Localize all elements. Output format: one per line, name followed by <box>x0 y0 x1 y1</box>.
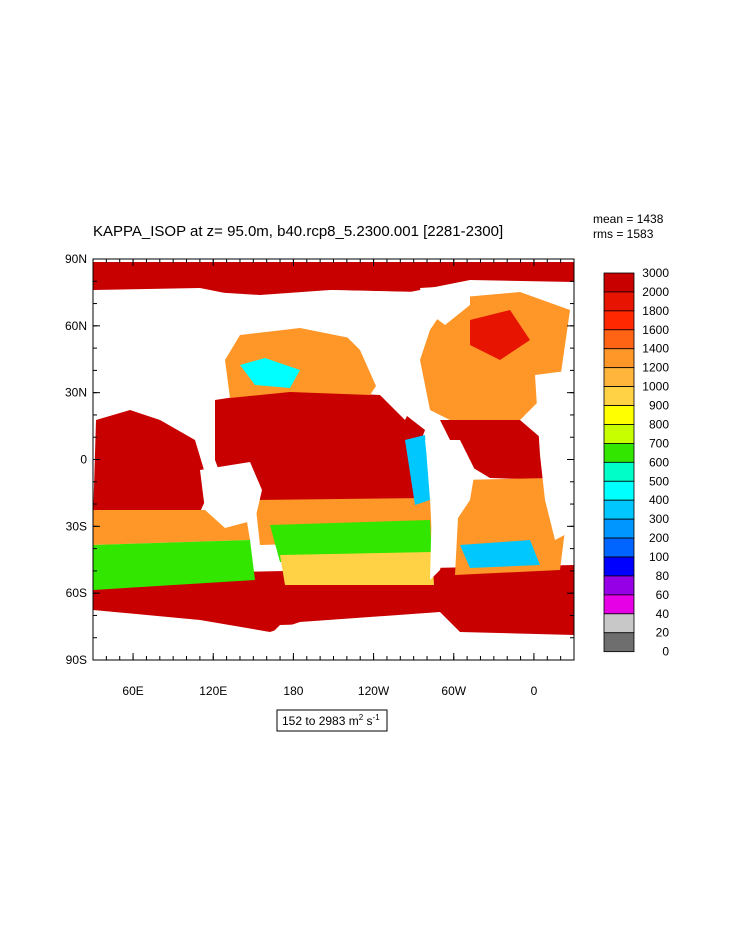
x-tick-label: 180 <box>283 684 303 698</box>
colorbar-swatch <box>603 594 635 615</box>
land-north-america <box>320 290 450 420</box>
colorbar-label: 900 <box>649 399 669 413</box>
land-africa <box>535 370 574 540</box>
colorbar-swatch <box>603 367 635 388</box>
colorbar-swatch <box>603 348 635 369</box>
colorbar-label: 800 <box>649 417 669 431</box>
colorbar-label: 400 <box>649 493 669 507</box>
range-label-sup2: -1 <box>373 713 381 722</box>
brazil-malvinas-fill <box>460 540 540 568</box>
indian-north-fill <box>93 410 210 520</box>
land-eurasia <box>93 288 260 410</box>
colorbar-label: 700 <box>649 436 669 450</box>
land-south-america <box>425 440 475 580</box>
colorbar-swatch <box>603 443 635 463</box>
y-tick-label: 90S <box>66 653 87 667</box>
south-pacific-yellow <box>280 552 434 585</box>
colorbar-label: 0 <box>662 645 669 659</box>
rms-label: rms = 1583 <box>593 227 654 241</box>
colorbar-swatch <box>603 499 635 520</box>
range-label: 152 to 2983 m2 s-1 <box>282 713 380 728</box>
arctic-fill <box>93 262 574 295</box>
north-atlantic-fill <box>420 292 570 430</box>
colorbar-swatch <box>603 386 635 406</box>
range-label-box <box>276 709 388 732</box>
colorbar-label: 2000 <box>642 285 669 299</box>
colorbar-label: 600 <box>649 455 669 469</box>
mean-label: mean = 1438 <box>593 212 664 226</box>
colorbar-label: 100 <box>649 550 669 564</box>
south-indian-green <box>93 540 255 590</box>
x-tick-label: 120E <box>199 684 227 698</box>
colorbar-label: 40 <box>656 607 670 621</box>
colorbar-label: 1200 <box>642 361 669 375</box>
colorbar-label: 500 <box>649 474 669 488</box>
y-tick-label: 30N <box>65 386 87 400</box>
y-tick-label: 90N <box>65 252 87 266</box>
colorbar: 3000200018001600140012001000900800700600… <box>603 266 670 659</box>
colorbar-label: 1600 <box>642 323 669 337</box>
south-pacific-green <box>270 520 432 562</box>
colorbar-label: 300 <box>649 512 669 526</box>
ocean-field <box>93 259 574 660</box>
colorbar-label: 1000 <box>642 380 669 394</box>
colorbar-swatch <box>603 518 635 539</box>
x-tick-label: 60W <box>441 684 466 698</box>
y-tick-label: 0 <box>80 453 87 467</box>
colorbar-label: 3000 <box>642 266 669 280</box>
east-pacific-coast-fill <box>405 435 430 505</box>
x-tick-label: 60E <box>122 684 143 698</box>
x-tick-label: 120W <box>358 684 390 698</box>
range-label-mid: s <box>363 714 372 728</box>
colorbar-swatch <box>603 424 635 444</box>
colorbar-label: 1800 <box>642 304 669 318</box>
colorbar-swatch <box>603 329 635 350</box>
colorbar-label: 20 <box>656 626 670 640</box>
y-tick-label: 60N <box>65 319 87 333</box>
y-axis: 90N 60N 30N 0 30S 60S 90S <box>65 252 574 667</box>
colorbar-swatch <box>603 310 635 331</box>
colorbar-swatch <box>603 556 635 577</box>
land-antarctica <box>93 620 574 660</box>
colorbar-swatch <box>603 613 635 634</box>
colorbar-swatch <box>603 575 635 596</box>
land-australia <box>200 462 262 528</box>
colorbar-swatch <box>603 537 635 558</box>
kuroshio-fill <box>240 358 300 388</box>
colorbar-swatch <box>603 461 635 482</box>
colorbar-swatch <box>603 480 635 501</box>
colorbar-label: 80 <box>656 569 670 583</box>
x-axis: 60E 120E 180 120W 60W 0 <box>92 259 575 698</box>
x-tick-label: 0 <box>531 684 538 698</box>
range-label-text: 152 to 2983 m <box>282 714 359 728</box>
land-greenland <box>420 285 470 325</box>
chart-title: KAPPA_ISOP at z= 95.0m, b40.rcp8_5.2300.… <box>93 223 503 240</box>
y-tick-label: 60S <box>66 586 87 600</box>
labrador-red <box>470 310 530 360</box>
y-tick-label: 30S <box>66 519 87 533</box>
pacific-tropical-fill <box>215 390 430 505</box>
colorbar-swatch <box>603 405 635 425</box>
colorbar-swatch <box>603 291 635 312</box>
range-label-sup1: 2 <box>359 713 364 722</box>
south-indian-orange <box>93 510 250 545</box>
colorbar-label: 1400 <box>642 342 669 356</box>
colorbar-swatch <box>603 272 635 293</box>
colorbar-label: 60 <box>656 588 670 602</box>
colorbar-swatch <box>603 632 635 653</box>
colorbar-label: 200 <box>649 531 669 545</box>
